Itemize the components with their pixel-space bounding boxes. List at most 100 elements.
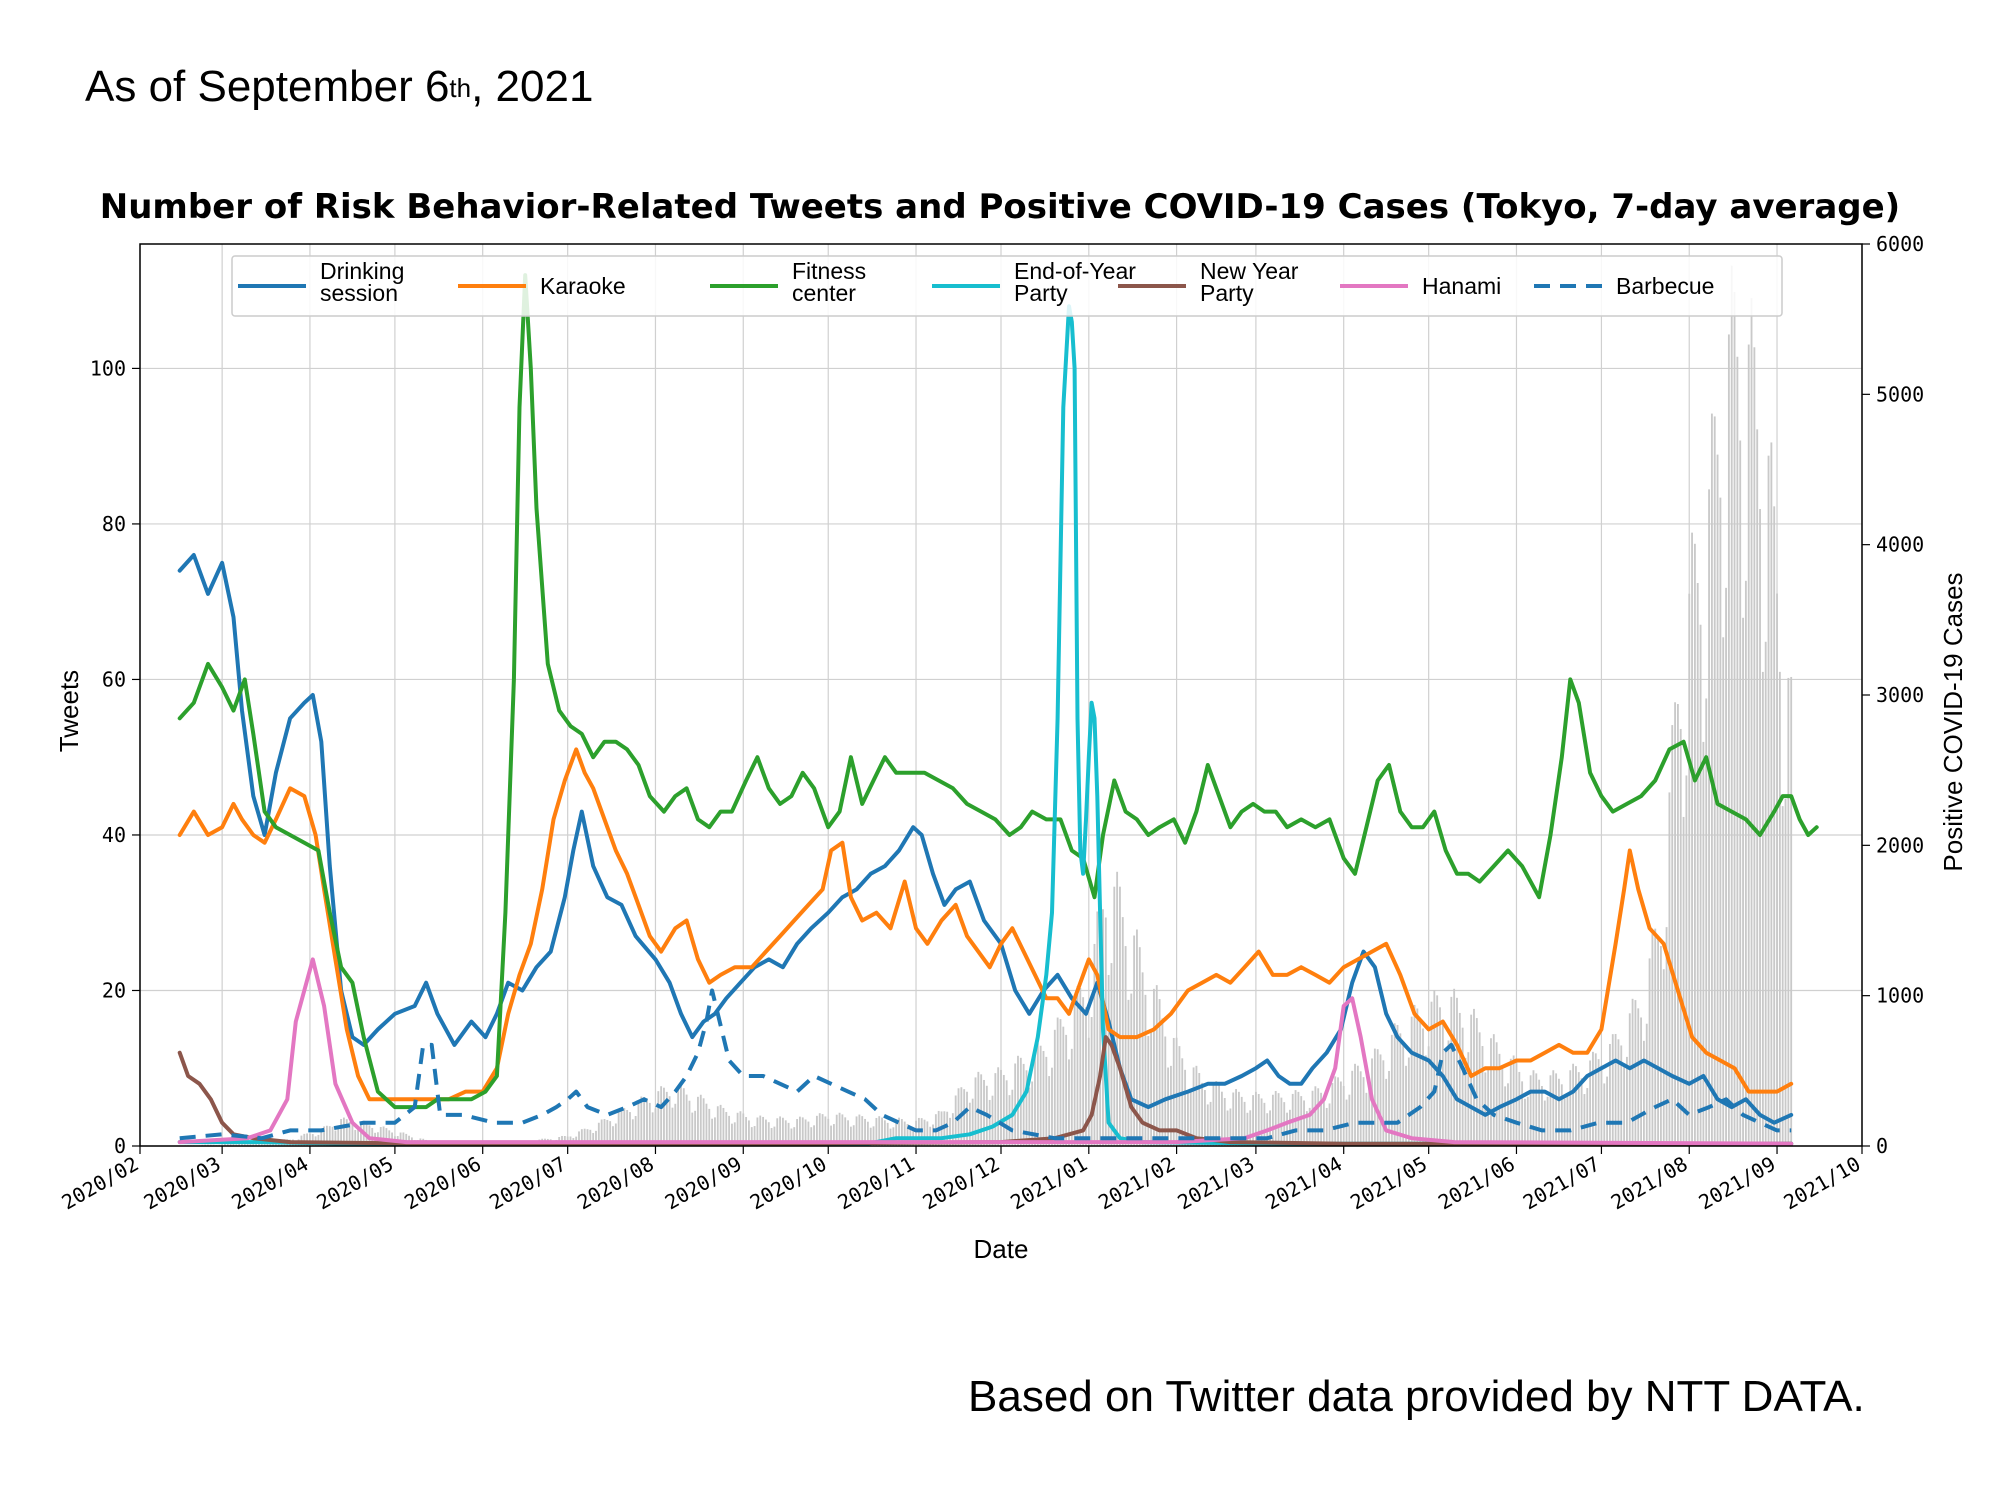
case-bar bbox=[736, 1112, 739, 1146]
case-bar bbox=[781, 1117, 784, 1146]
case-bar bbox=[221, 1144, 224, 1146]
case-bar bbox=[1379, 1054, 1382, 1146]
case-bar bbox=[878, 1116, 881, 1146]
y-tick-label: 20 bbox=[102, 978, 126, 1002]
legend-label-1: Drinking session bbox=[320, 258, 404, 306]
case-bar bbox=[1526, 1096, 1529, 1146]
case-bar bbox=[1243, 1101, 1246, 1146]
case-bar bbox=[1566, 1093, 1569, 1146]
case-bar bbox=[1594, 1053, 1597, 1146]
case-bar bbox=[886, 1122, 889, 1146]
case-bar bbox=[750, 1127, 753, 1146]
case-bar bbox=[1390, 1034, 1393, 1146]
case-bar bbox=[1056, 1017, 1059, 1146]
case-bar bbox=[1087, 1037, 1090, 1146]
case-bar bbox=[1492, 1034, 1495, 1146]
case-bar bbox=[1444, 1049, 1447, 1146]
case-bar bbox=[1529, 1075, 1532, 1146]
case-bar bbox=[405, 1133, 408, 1146]
case-bar bbox=[1651, 932, 1654, 1146]
y-tick-label: 40 bbox=[102, 823, 126, 847]
case-bar bbox=[1682, 816, 1685, 1146]
case-bar bbox=[1093, 943, 1096, 1146]
case-bar bbox=[1005, 1080, 1008, 1146]
case-bar bbox=[1059, 1019, 1062, 1146]
case-bar bbox=[597, 1122, 600, 1146]
case-bar bbox=[753, 1126, 756, 1146]
case-bar bbox=[1189, 1088, 1192, 1146]
case-bar bbox=[246, 1142, 249, 1146]
case-bar bbox=[1592, 1051, 1594, 1146]
case-bar bbox=[634, 1116, 637, 1146]
case-bar bbox=[1688, 593, 1691, 1146]
case-bar bbox=[1402, 1042, 1405, 1146]
case-bar bbox=[759, 1115, 762, 1146]
case-bar bbox=[238, 1143, 241, 1146]
case-bar bbox=[1744, 580, 1747, 1146]
case-bar bbox=[626, 1109, 629, 1146]
case-bar bbox=[252, 1142, 255, 1146]
case-bar bbox=[748, 1120, 750, 1146]
case-bar bbox=[711, 1118, 714, 1146]
case-bar bbox=[1356, 1065, 1359, 1146]
case-bar bbox=[1164, 1036, 1167, 1146]
case-bar bbox=[847, 1120, 849, 1146]
case-bar bbox=[988, 1099, 991, 1146]
case-bar bbox=[258, 1142, 260, 1146]
case-bar bbox=[623, 1108, 626, 1146]
case-bar bbox=[1158, 999, 1161, 1146]
case-bar bbox=[682, 1088, 685, 1146]
case-bar bbox=[1031, 1081, 1034, 1146]
case-bar bbox=[815, 1115, 818, 1146]
case-bar bbox=[1676, 704, 1679, 1146]
series-lines bbox=[177, 273, 1819, 1146]
case-bar bbox=[1637, 1008, 1640, 1146]
case-bar bbox=[1104, 917, 1107, 1146]
case-bar bbox=[852, 1125, 855, 1146]
x-tick-label: 2020/09 bbox=[661, 1152, 746, 1215]
case-bar bbox=[1365, 1092, 1368, 1146]
case-bar bbox=[1475, 1018, 1478, 1146]
case-bar bbox=[1252, 1095, 1254, 1146]
case-bar bbox=[1410, 1016, 1413, 1146]
case-bar bbox=[1665, 927, 1668, 1146]
case-bar bbox=[1685, 775, 1688, 1146]
case-bar bbox=[903, 1121, 906, 1146]
case-bar bbox=[402, 1132, 405, 1146]
case-bar bbox=[382, 1126, 385, 1146]
case-bar bbox=[351, 1124, 354, 1146]
case-bar bbox=[1416, 1008, 1419, 1146]
case-bar bbox=[872, 1126, 875, 1146]
case-bar bbox=[1736, 356, 1739, 1146]
case-bar bbox=[1263, 1102, 1266, 1146]
case-bar bbox=[1498, 1053, 1501, 1146]
case-bar bbox=[1201, 1082, 1204, 1146]
case-bar bbox=[1042, 1050, 1045, 1146]
y-tick-label: 60 bbox=[102, 667, 126, 691]
case-bar bbox=[875, 1117, 878, 1146]
case-bar bbox=[1393, 1023, 1396, 1146]
case-bar bbox=[1617, 1039, 1620, 1146]
case-bar bbox=[1577, 1072, 1580, 1146]
case-bar bbox=[1028, 1087, 1031, 1146]
case-bar bbox=[1597, 1059, 1600, 1146]
case-bar bbox=[946, 1111, 949, 1146]
case-bar bbox=[578, 1131, 580, 1146]
case-bar bbox=[1609, 1043, 1611, 1146]
case-bar bbox=[1518, 1071, 1521, 1146]
x-tick-label: 2021/02 bbox=[1094, 1152, 1179, 1215]
case-bar bbox=[646, 1099, 648, 1146]
case-bar bbox=[1076, 986, 1079, 1146]
case-bar bbox=[1172, 1037, 1175, 1146]
case-bar bbox=[1079, 987, 1082, 1146]
x-tick-label: 2021/07 bbox=[1519, 1152, 1604, 1215]
case-bar bbox=[807, 1121, 810, 1146]
case-bar bbox=[1167, 1067, 1170, 1146]
case-bar bbox=[1354, 1063, 1356, 1146]
case-bar bbox=[1654, 928, 1657, 1146]
case-bar bbox=[844, 1117, 847, 1146]
case-bar bbox=[810, 1127, 813, 1146]
case-bar bbox=[1113, 886, 1116, 1146]
case-bar bbox=[340, 1119, 343, 1146]
case-bar bbox=[354, 1130, 357, 1146]
